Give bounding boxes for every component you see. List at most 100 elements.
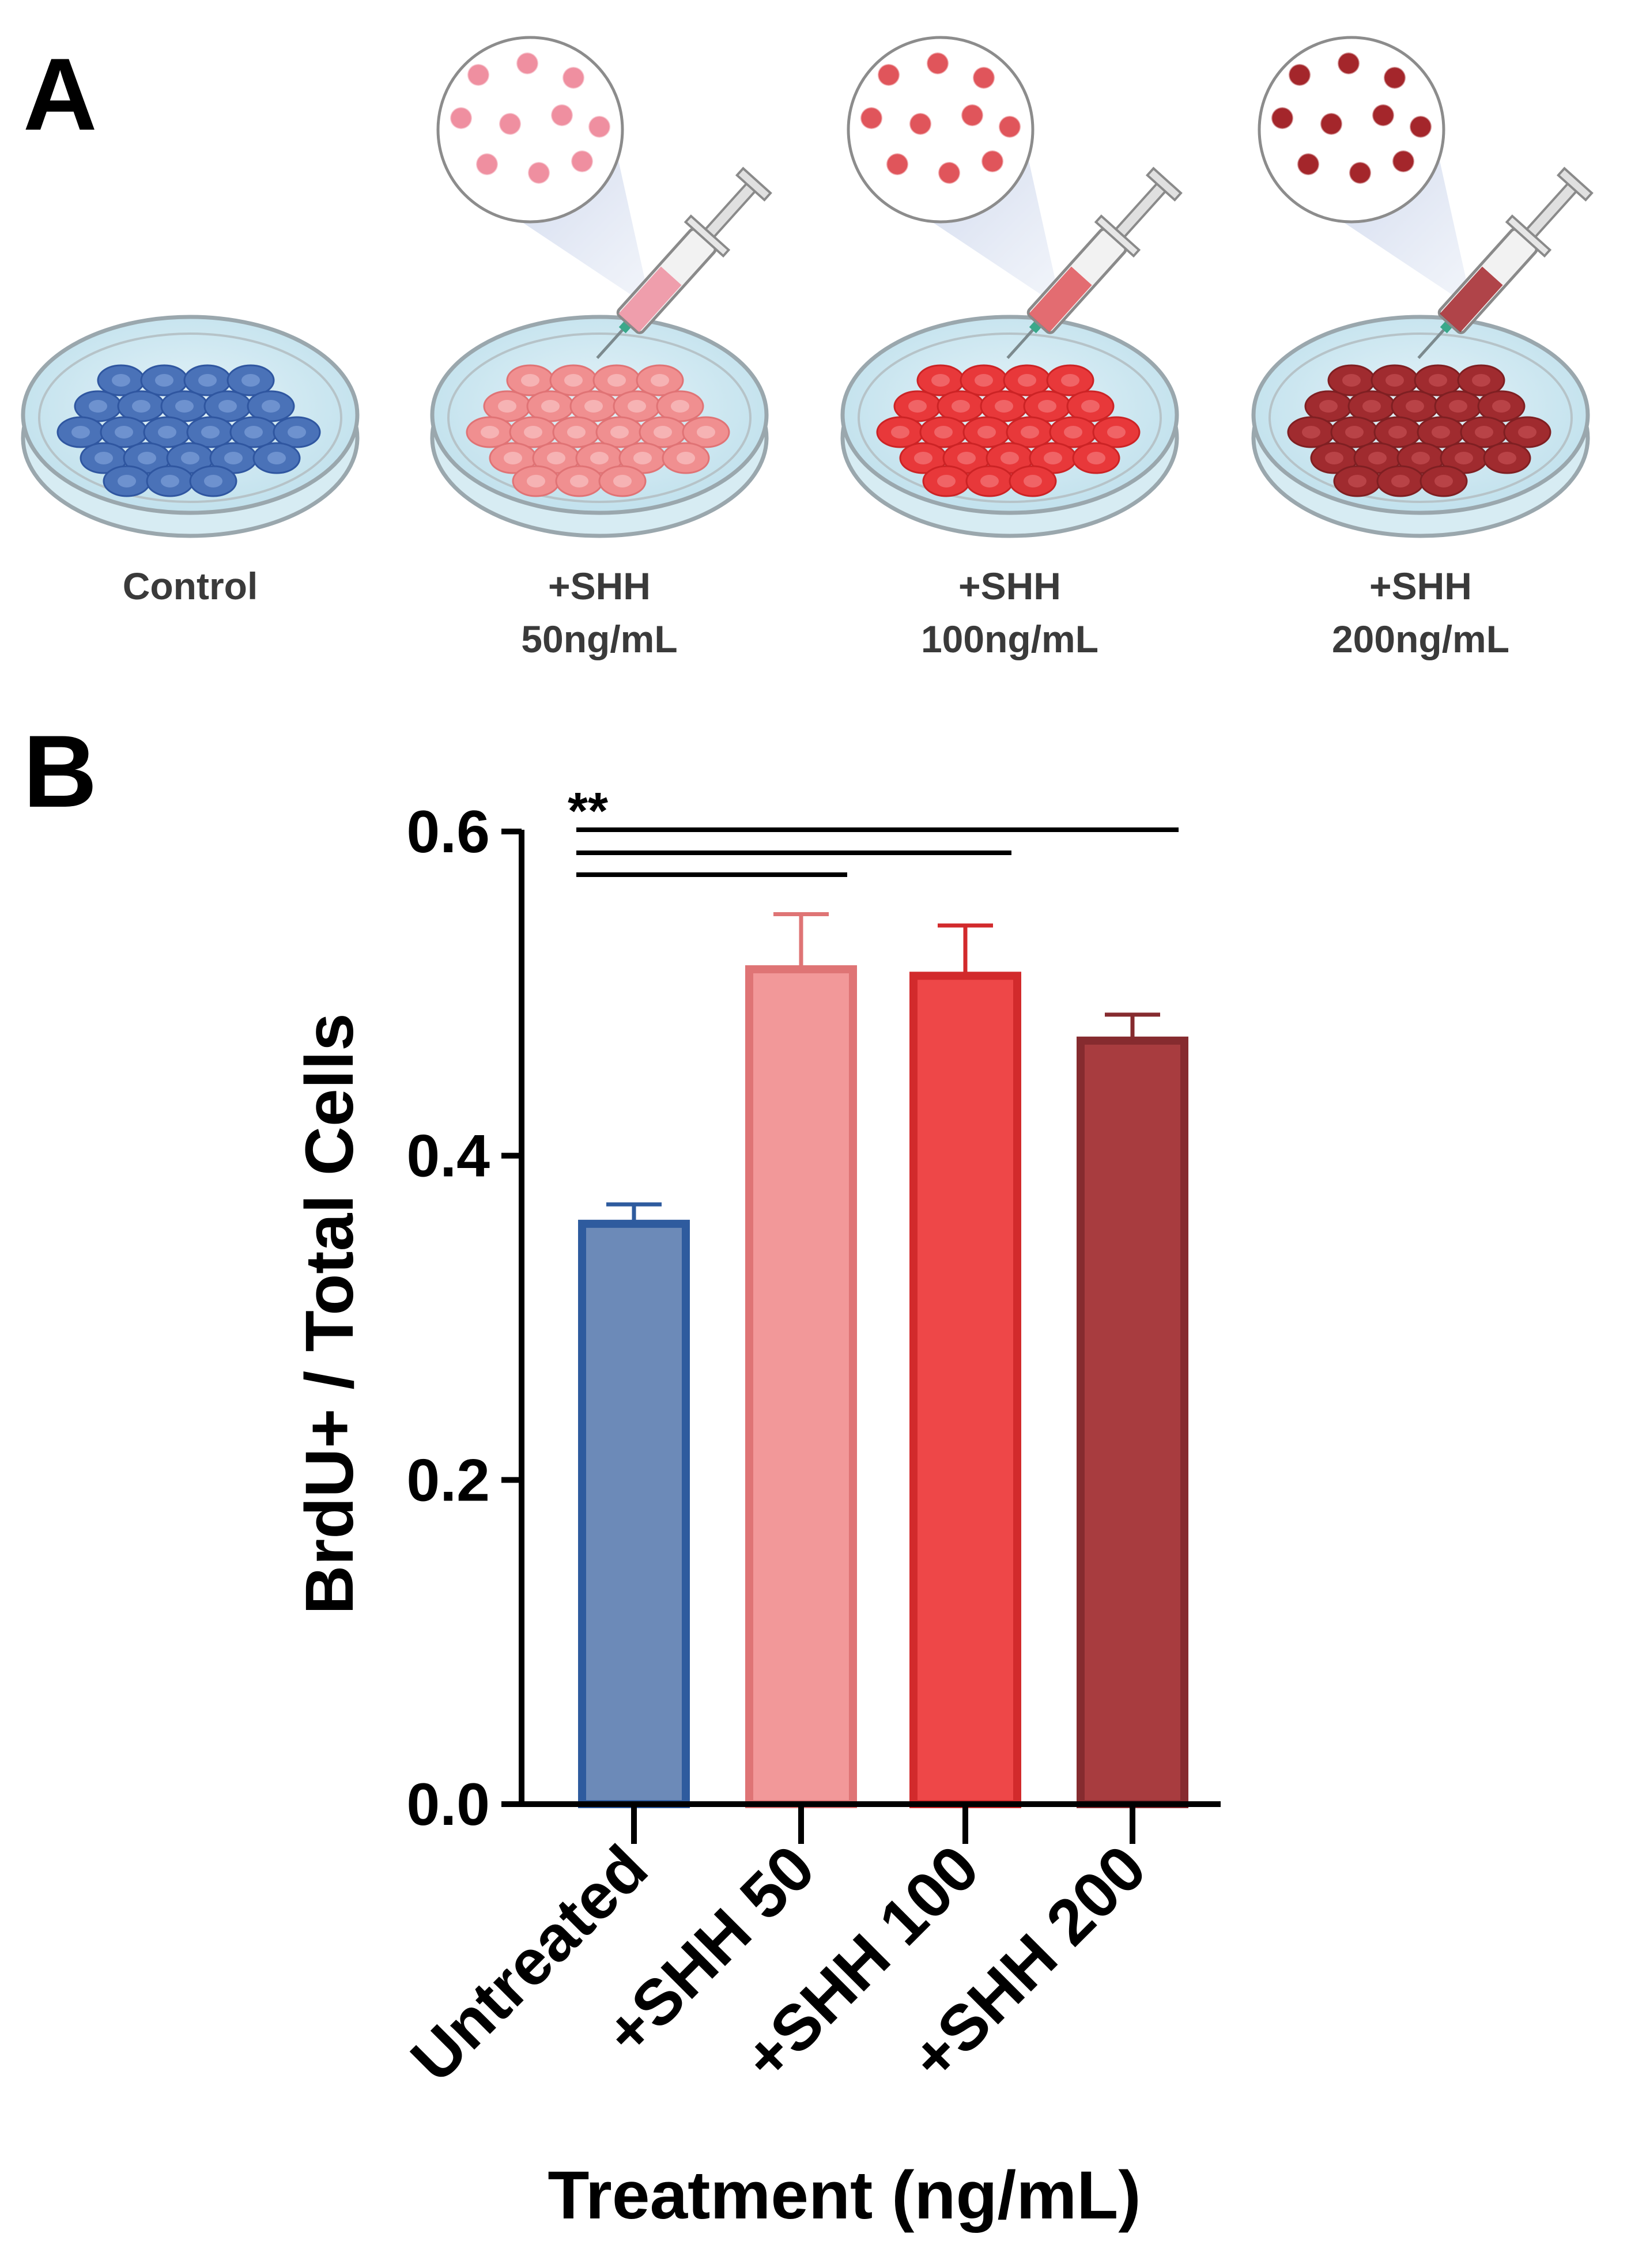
magnified-molecule — [998, 115, 1022, 139]
cell-nucleus — [671, 400, 689, 413]
dish-label-line2: 50ng/mL — [521, 618, 677, 660]
dish-label-line1: +SHH — [1369, 565, 1472, 607]
magnified-molecule — [960, 103, 984, 127]
cell-nucleus — [89, 400, 107, 413]
x-axis-ticks: Untreated+SHH 50+SHH 100+SHH 200 — [397, 1804, 1160, 2096]
cell-nucleus — [1021, 426, 1039, 439]
syringe-fluid — [1440, 266, 1503, 332]
cell-nucleus — [138, 452, 156, 464]
cell-nucleus — [541, 400, 560, 413]
cell-nucleus — [112, 374, 130, 387]
magnified-molecule — [1270, 106, 1294, 130]
cell-nucleus — [1385, 374, 1404, 387]
magnified-molecule — [515, 51, 539, 75]
y-tick-label: 0.4 — [406, 1123, 490, 1190]
cell-nucleus — [1475, 426, 1493, 439]
y-axis-ticks: 0.0 0.2 0.4 0.6 — [406, 799, 522, 1838]
syringe-plunger-head — [735, 167, 772, 202]
y-tick-label: 0.6 — [406, 799, 490, 865]
magnified-molecule — [1391, 149, 1415, 173]
cell-nucleus — [115, 426, 133, 439]
bar — [909, 972, 1021, 1808]
panel-b: B ** 0.0 0.2 0.4 0.6 Untreated+SHH 50+SHH 1… — [23, 714, 1221, 2233]
cell-nucleus — [607, 374, 626, 387]
cell-nucleus — [1024, 475, 1042, 487]
cell-nucleus — [524, 426, 542, 439]
syringe-plunger — [1114, 180, 1169, 239]
magnified-molecule — [1348, 161, 1372, 185]
cell-nucleus — [1432, 426, 1450, 439]
cell-nucleus — [980, 475, 999, 487]
magnified-molecule — [972, 66, 996, 90]
cell-nucleus — [1498, 452, 1516, 464]
cell-nucleus — [1064, 426, 1082, 439]
magnified-molecule — [587, 115, 611, 139]
cell-nucleus — [244, 426, 263, 439]
y-axis-title: BrdU+ / Total Cells — [292, 1013, 368, 1615]
magnified-molecule — [1371, 103, 1395, 127]
cell-nucleus — [613, 475, 632, 487]
cell-nucleus — [158, 426, 176, 439]
dish-label-line2: 100ng/mL — [921, 618, 1098, 660]
cell-nucleus — [952, 400, 970, 413]
dish-illustrations: Control +SHH 50ng/mL +SHH 100ng/mL +SHH 200ng/… — [21, 36, 1594, 660]
cell-nucleus — [504, 452, 522, 464]
cell-nucleus — [1518, 426, 1536, 439]
magnified-molecule — [498, 112, 522, 136]
cell-nucleus — [1472, 374, 1490, 387]
panel-b-letter: B — [23, 714, 97, 829]
cell-nucleus — [1492, 400, 1511, 413]
cell-nucleus — [628, 400, 646, 413]
cell-nucleus — [118, 475, 136, 487]
bar — [578, 1219, 690, 1808]
cell-nucleus — [957, 452, 976, 464]
cell-nucleus — [891, 426, 909, 439]
cell-nucleus — [610, 426, 629, 439]
cell-nucleus — [1368, 452, 1387, 464]
dish-inner-rim — [1268, 332, 1573, 503]
cell-nucleus — [498, 400, 516, 413]
magnified-molecule — [877, 63, 901, 87]
x-axis-title: Treatment (ng/mL) — [548, 2157, 1141, 2233]
magnified-molecule — [980, 149, 1005, 173]
cell-nucleus — [527, 475, 545, 487]
cell-nucleus — [1345, 426, 1364, 439]
bar-series — [578, 912, 1188, 1808]
y-tick-label: 0.2 — [406, 1447, 490, 1514]
cell-nucleus — [547, 452, 565, 464]
dish-label-line1: +SHH — [958, 565, 1061, 607]
cell-nucleus — [161, 475, 179, 487]
petri-dish-0: Control — [21, 315, 360, 607]
magnified-molecule — [570, 149, 594, 173]
cell-nucleus — [651, 374, 669, 387]
dish-label-line2: 200ng/mL — [1332, 618, 1509, 660]
panel-a: A Control +SHH 50ng/mL +SHH 100ng/mL +SHH 200n… — [21, 36, 1594, 660]
magnified-molecule — [859, 106, 884, 130]
bar-chart: ** 0.0 0.2 0.4 0.6 Untreated+SHH 50+SHH 100… — [292, 783, 1221, 2233]
cell-nucleus — [1325, 452, 1343, 464]
syringe-plunger — [704, 180, 758, 239]
cell-nucleus — [1449, 400, 1467, 413]
magnified-molecule — [885, 152, 909, 176]
cell-nucleus — [1348, 475, 1366, 487]
syringe — [596, 167, 772, 360]
cell-nucleus — [1406, 400, 1424, 413]
cell-nucleus — [198, 374, 217, 387]
cell-nucleus — [654, 426, 672, 439]
cell-nucleus — [1434, 475, 1453, 487]
magnified-molecule — [466, 63, 490, 87]
panel-a-letter: A — [23, 37, 97, 152]
magnified-molecule — [1288, 63, 1312, 87]
dish-inner-rim — [447, 332, 752, 503]
cell-nucleus — [267, 452, 286, 464]
y-tick-label: 0.0 — [406, 1771, 490, 1838]
cell-nucleus — [132, 400, 150, 413]
cell-nucleus — [1302, 426, 1320, 439]
magnified-molecule — [475, 152, 499, 176]
magnified-molecule — [1383, 66, 1407, 90]
syringe-fluid — [618, 266, 682, 332]
dish-label-line1: +SHH — [548, 565, 651, 607]
cell-nucleus — [914, 452, 932, 464]
cell-nucleus — [481, 426, 499, 439]
